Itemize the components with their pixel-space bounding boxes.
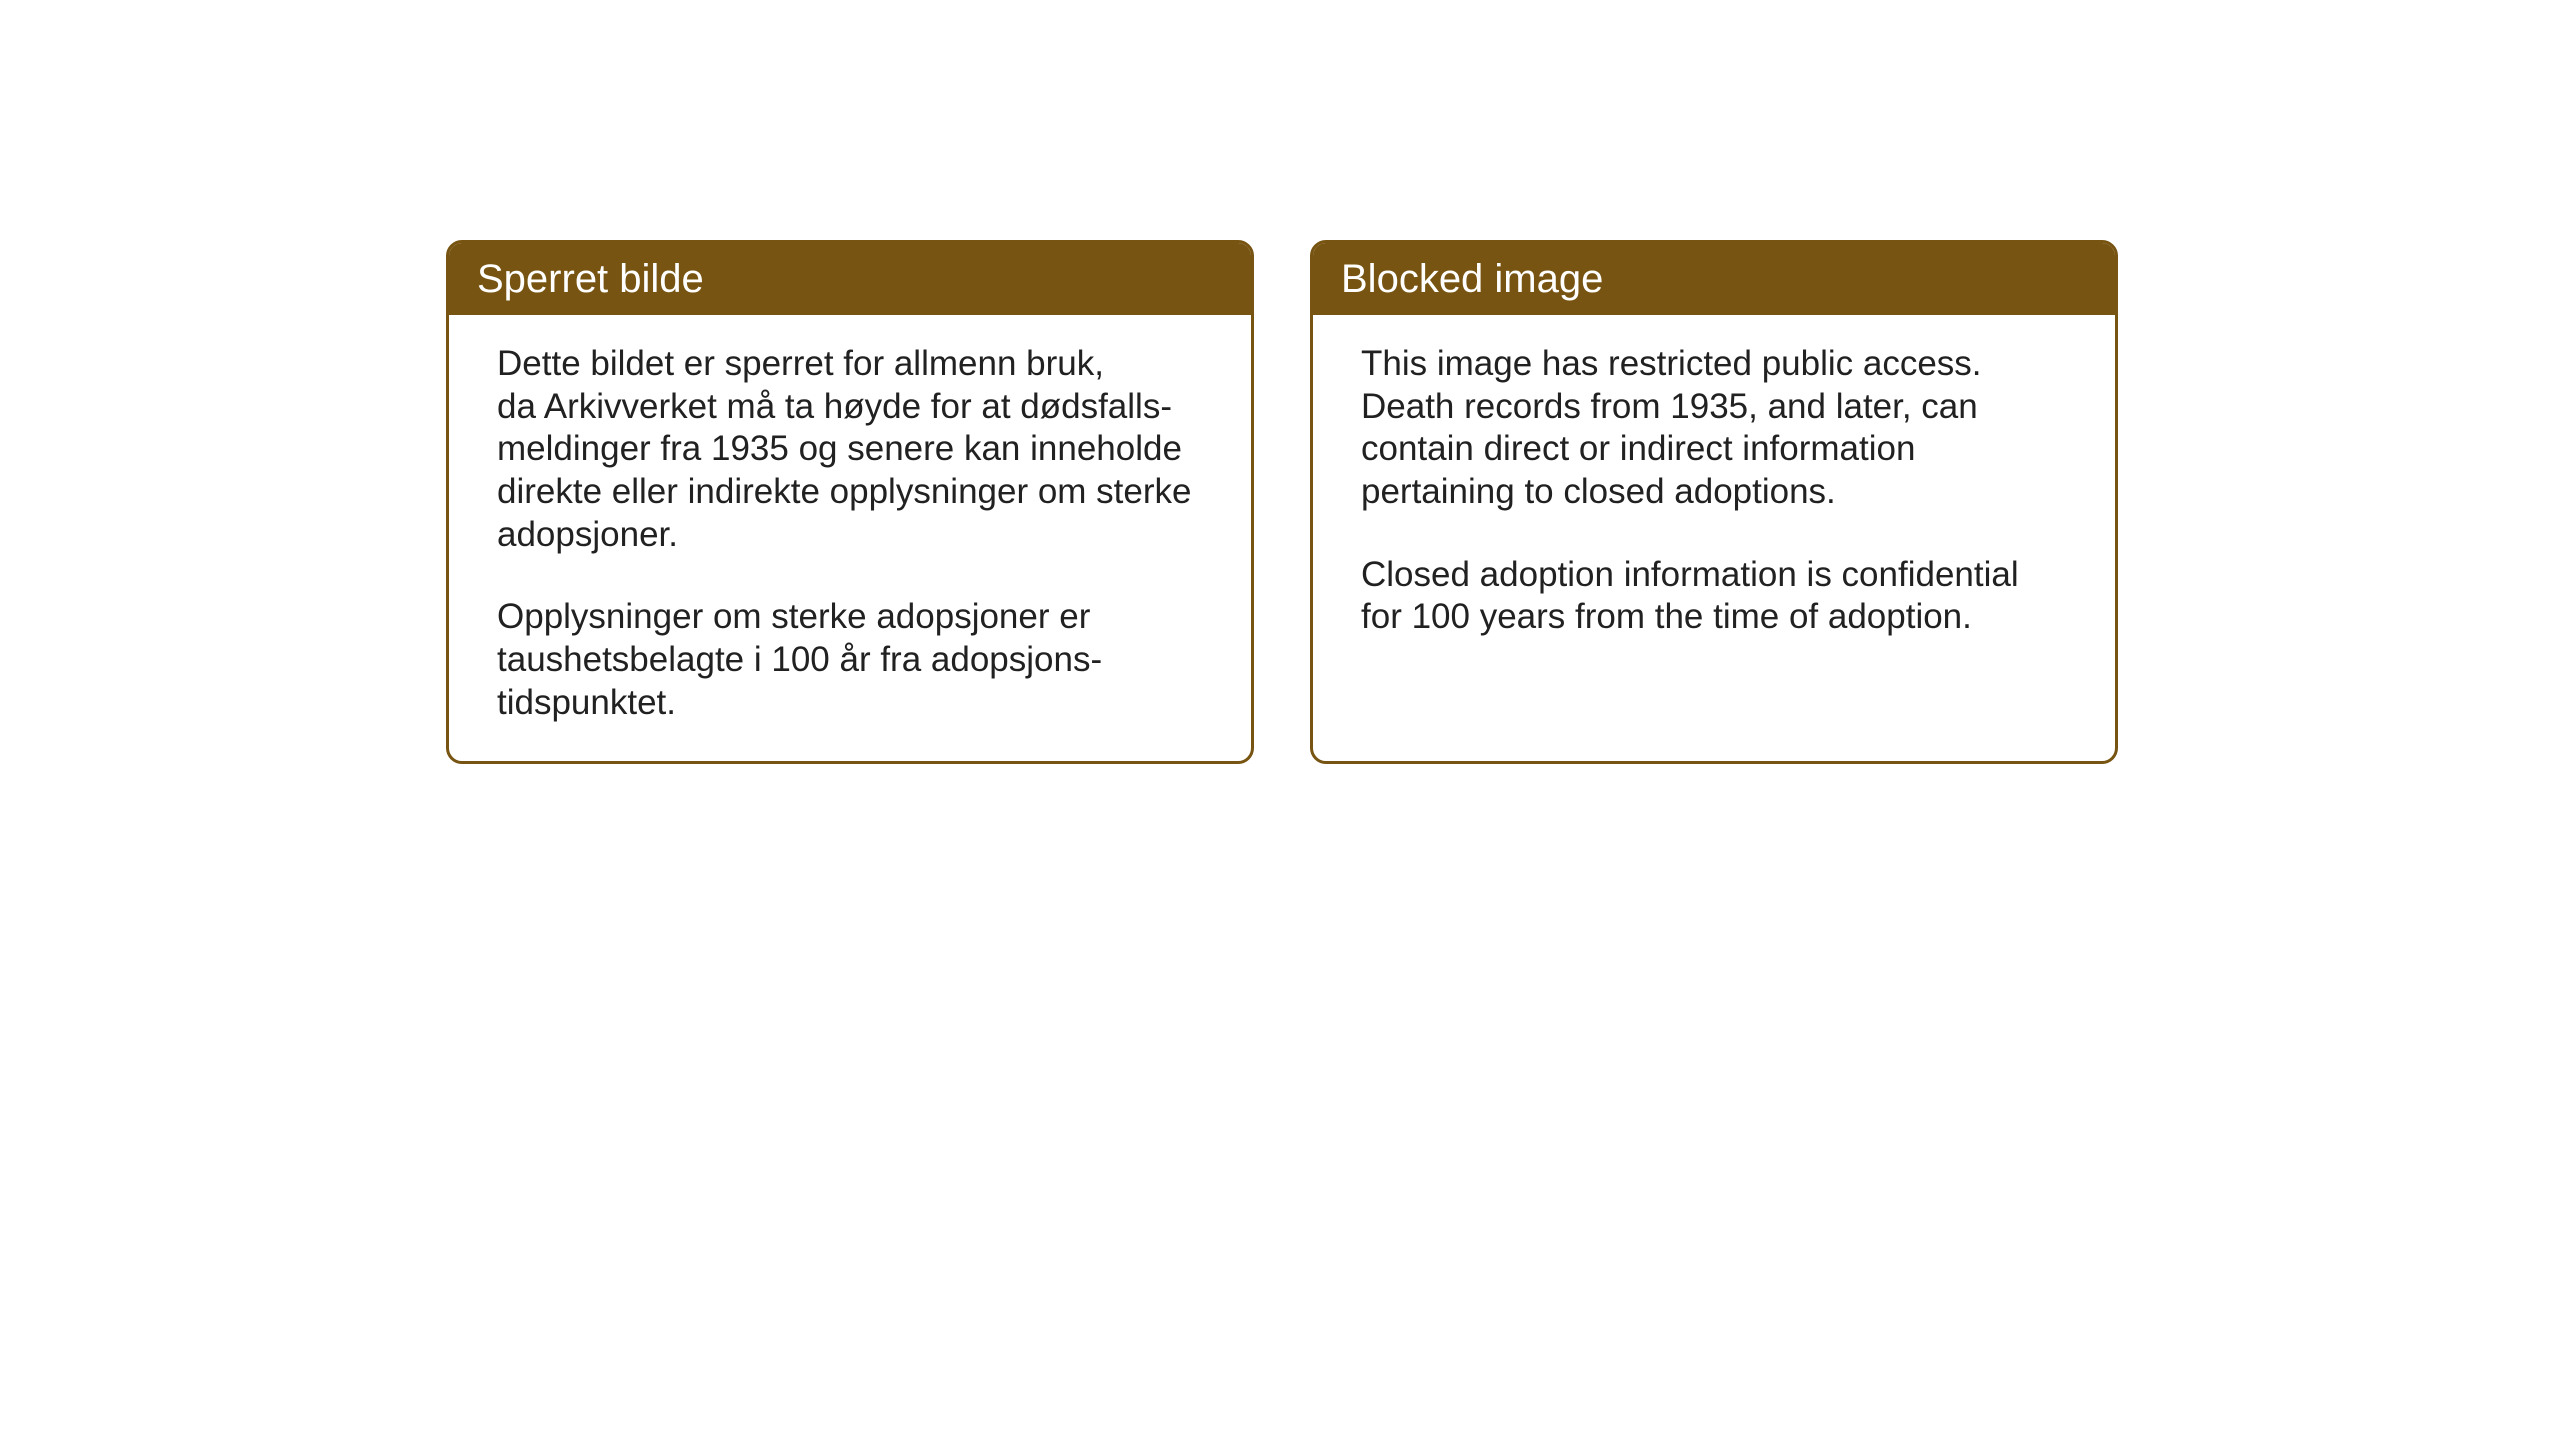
- panel-norwegian-title: Sperret bilde: [477, 257, 704, 301]
- panel-norwegian: Sperret bilde Dette bildet er sperret fo…: [446, 240, 1254, 764]
- panel-norwegian-header: Sperret bilde: [449, 243, 1251, 315]
- panel-english-header: Blocked image: [1313, 243, 2115, 315]
- panel-norwegian-paragraph-2: Opplysninger om sterke adopsjoner er tau…: [497, 596, 1203, 724]
- panel-english: Blocked image This image has restricted …: [1310, 240, 2118, 764]
- panel-english-paragraph-2: Closed adoption information is confident…: [1361, 554, 2067, 639]
- paragraph-spacer: [497, 556, 1203, 596]
- paragraph-spacer: [1361, 514, 2067, 554]
- panel-norwegian-body: Dette bildet er sperret for allmenn bruk…: [449, 315, 1251, 761]
- panels-container: Sperret bilde Dette bildet er sperret fo…: [446, 240, 2118, 764]
- panel-english-body: This image has restricted public access.…: [1313, 315, 2115, 755]
- panel-english-paragraph-1: This image has restricted public access.…: [1361, 343, 2067, 514]
- panel-english-title: Blocked image: [1341, 257, 1603, 301]
- panel-norwegian-paragraph-1: Dette bildet er sperret for allmenn bruk…: [497, 343, 1203, 556]
